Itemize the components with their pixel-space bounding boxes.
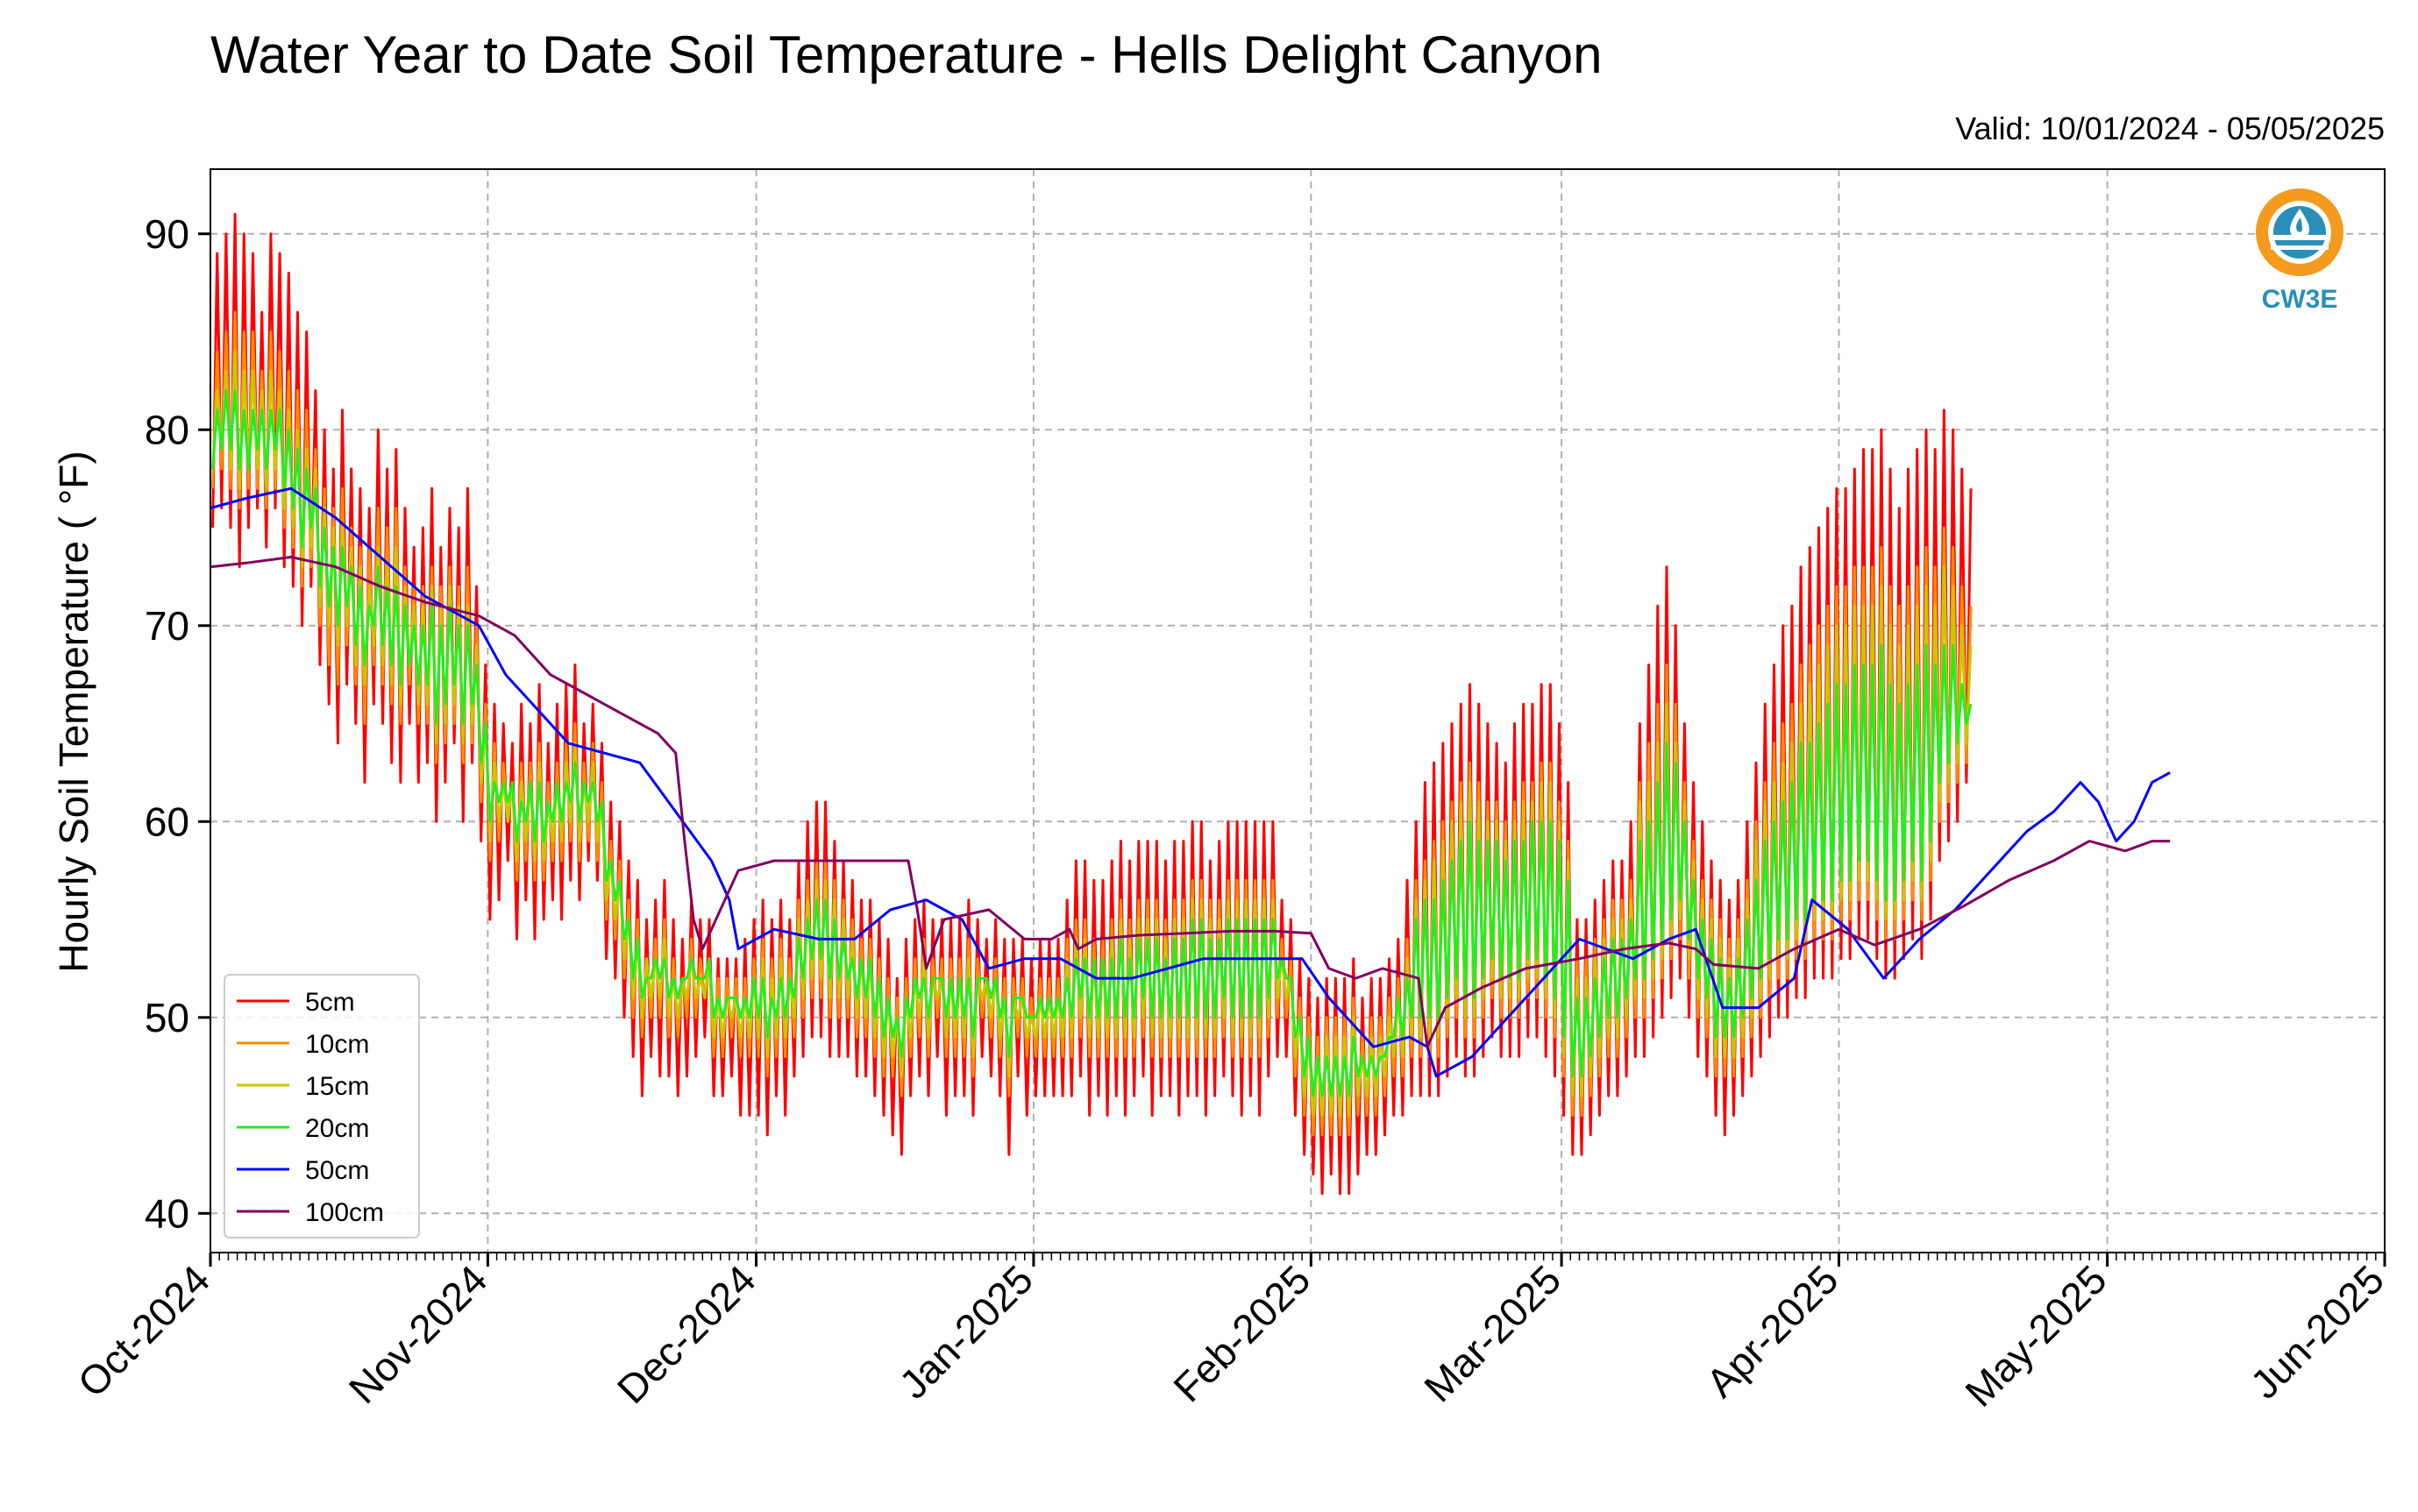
legend-label: 50cm xyxy=(305,1156,369,1185)
series-line-100cm xyxy=(210,556,2171,1048)
plot-frame xyxy=(210,168,2386,1253)
y-axis-label: Hourly Soil Temperature ( °F) xyxy=(51,451,96,972)
y-tick-label: 70 xyxy=(145,603,189,649)
x-minor-ticks xyxy=(210,1253,2386,1260)
y-tick-label: 80 xyxy=(145,407,189,452)
valid-range: Valid: 10/01/2024 - 05/05/2025 xyxy=(1955,110,2385,146)
x-tick-label: Feb-2025 xyxy=(1164,1256,1319,1410)
cw3e-logo: CW3E xyxy=(2251,184,2348,324)
y-tick-label: 90 xyxy=(145,211,189,257)
x-tick-label: Jan-2025 xyxy=(891,1256,1042,1407)
x-tick-label: Dec-2024 xyxy=(608,1256,765,1412)
series-line-50cm xyxy=(210,486,2171,1078)
y-axis: 40 50 60 70 80 90 xyxy=(145,211,210,1236)
x-axis: Oct-2024 Nov-2024 Dec-2024 Jan-2025 Feb-2025… xyxy=(69,1253,2393,1416)
x-tick-label: Nov-2024 xyxy=(340,1256,496,1412)
x-tick-label: Mar-2025 xyxy=(1415,1256,1569,1410)
x-tick-label: Apr-2025 xyxy=(1697,1256,1847,1406)
legend-box xyxy=(224,974,420,1239)
legend-label: 5cm xyxy=(305,988,355,1017)
x-tick-label: Oct-2024 xyxy=(69,1256,219,1406)
y-tick-label: 60 xyxy=(145,799,189,844)
logo-text: CW3E xyxy=(2261,285,2338,314)
legend-label: 10cm xyxy=(305,1030,369,1059)
legend: 5cm 10cm 15cm 20cm 50cm 100cm xyxy=(224,974,420,1239)
y-tick-label: 50 xyxy=(145,995,189,1040)
legend-label: 100cm xyxy=(305,1198,384,1227)
series-group xyxy=(210,212,2171,1196)
x-tick-label: May-2025 xyxy=(1956,1256,2115,1415)
legend-label: 20cm xyxy=(305,1114,369,1143)
x-tick-label: Jun-2025 xyxy=(2242,1256,2393,1407)
droplet-icon xyxy=(2256,188,2343,276)
series-line-5cm xyxy=(211,212,1973,1196)
legend-label: 15cm xyxy=(305,1072,369,1101)
chart-title: Water Year to Date Soil Temperature - He… xyxy=(210,25,1603,84)
y-tick-label: 40 xyxy=(145,1190,189,1236)
series-line-20cm xyxy=(211,389,1973,1097)
grid-lines xyxy=(210,169,2386,1253)
